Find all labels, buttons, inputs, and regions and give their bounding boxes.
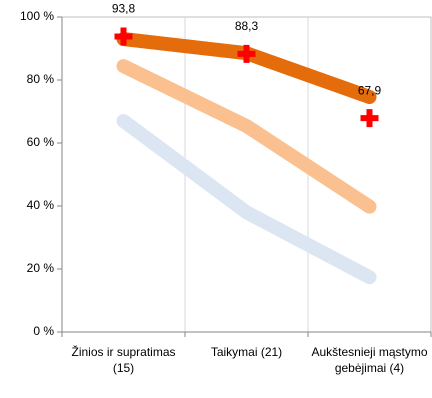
y-tick-label: 60 %	[27, 135, 55, 149]
marker	[237, 44, 256, 63]
y-tick-label: 100 %	[20, 9, 54, 23]
y-tick-label: 80 %	[27, 72, 55, 86]
data-label: 93,8	[112, 2, 136, 16]
x-tick-label: Žinios ir supratimas (15)	[71, 345, 176, 375]
x-tick-label: Taikymai (21)	[210, 345, 283, 359]
data-label: 88,3	[235, 19, 259, 33]
marker	[360, 109, 379, 128]
x-tick-label: Aukštesnieji mąstymo gebėjimai (4)	[311, 345, 428, 375]
series-line	[116, 59, 377, 214]
marker	[114, 27, 133, 46]
y-tick-label: 40 %	[27, 198, 55, 212]
y-tick-label: 0 %	[33, 324, 54, 338]
y-tick-label: 20 %	[27, 261, 55, 275]
series-line	[116, 113, 377, 285]
data-label: 67,9	[358, 83, 382, 97]
